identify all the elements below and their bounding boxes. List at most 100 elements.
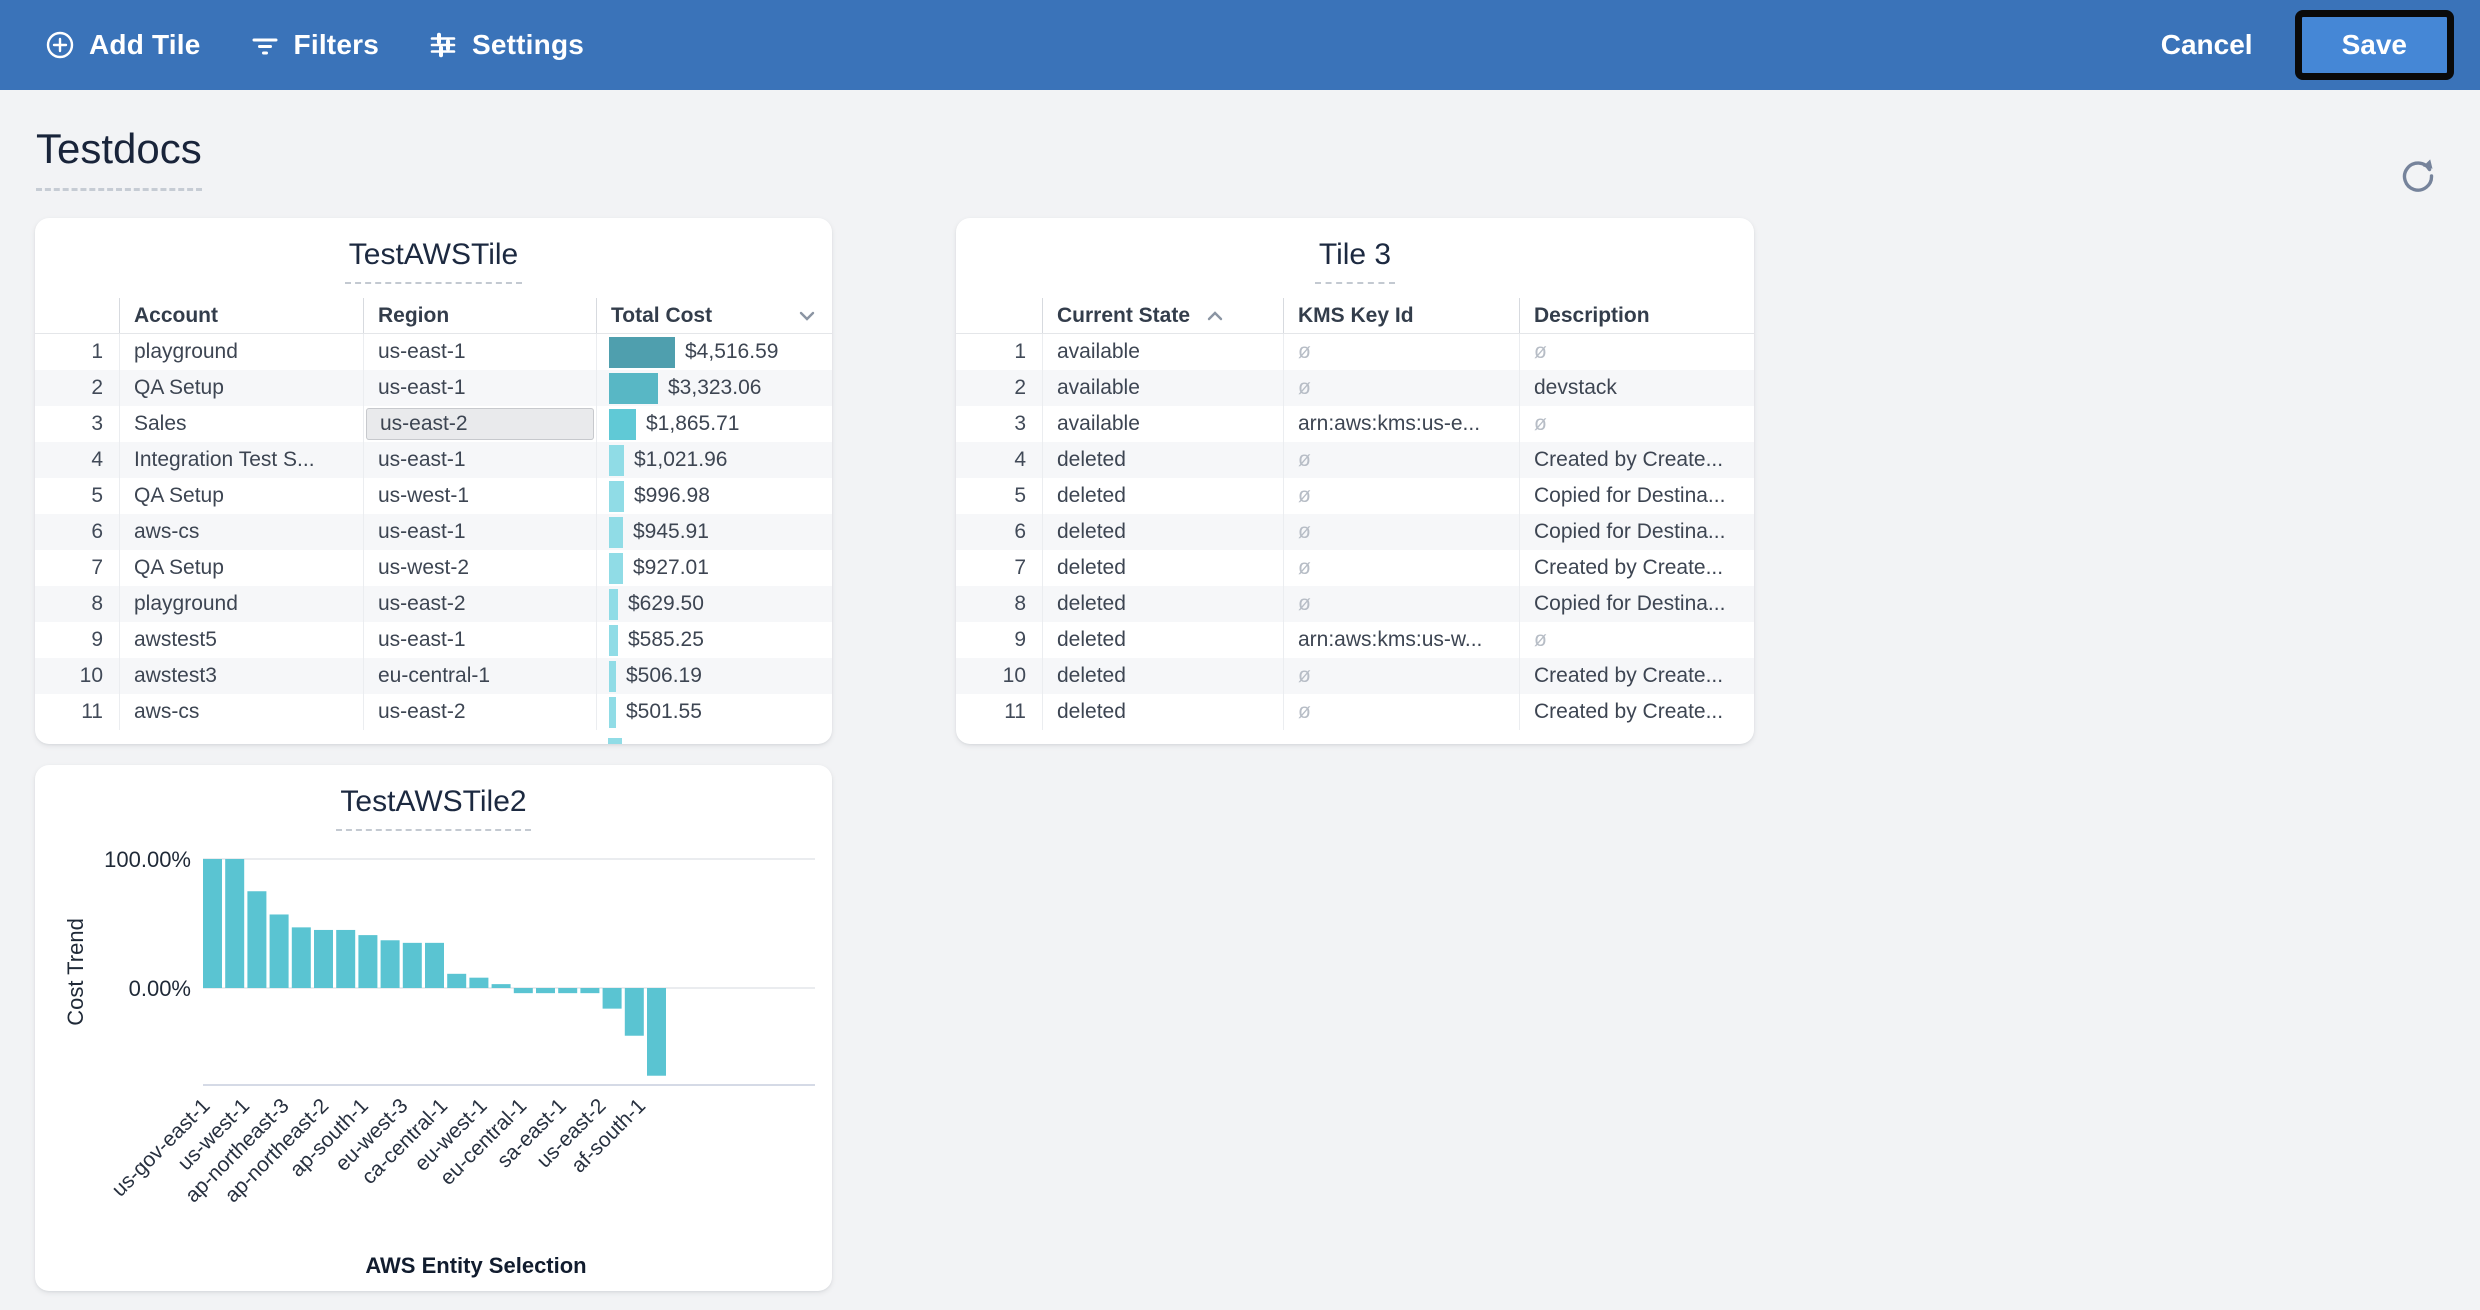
- bar-segment[interactable]: [602, 988, 622, 1009]
- cell-description[interactable]: ø: [1519, 406, 1754, 442]
- table-row[interactable]: 7 deleted ø Created by Create...: [956, 550, 1754, 586]
- bar-segment[interactable]: [291, 927, 311, 988]
- cell-region[interactable]: us-east-2: [363, 586, 596, 622]
- cell-total-cost[interactable]: $1,865.71: [596, 406, 832, 442]
- cell-kms-key-id[interactable]: ø: [1283, 334, 1519, 370]
- cell-total-cost[interactable]: $3,323.06: [596, 370, 832, 406]
- cell-total-cost[interactable]: $4,516.59: [596, 334, 832, 370]
- selected-cell[interactable]: us-east-2: [366, 408, 594, 440]
- cell-total-cost[interactable]: $945.91: [596, 514, 832, 550]
- add-tile-button[interactable]: Add Tile: [44, 29, 201, 61]
- table-row[interactable]: 1 playground us-east-1 $4,516.59: [35, 334, 832, 370]
- cell-account[interactable]: playground: [119, 586, 363, 622]
- cancel-button[interactable]: Cancel: [2160, 29, 2253, 60]
- cell-kms-key-id[interactable]: arn:aws:kms:us-w...: [1283, 622, 1519, 658]
- tile-title[interactable]: Tile 3: [1314, 238, 1396, 284]
- cell-current-state[interactable]: deleted: [1042, 478, 1283, 514]
- cell-region[interactable]: us-east-1: [363, 622, 596, 658]
- cell-current-state[interactable]: deleted: [1042, 586, 1283, 622]
- cell-region[interactable]: us-east-2: [363, 406, 596, 442]
- cell-kms-key-id[interactable]: ø: [1283, 694, 1519, 730]
- bar-segment[interactable]: [269, 914, 289, 988]
- cell-kms-key-id[interactable]: ø: [1283, 442, 1519, 478]
- bar-segment[interactable]: [558, 988, 578, 994]
- table-row[interactable]: 5 deleted ø Copied for Destina...: [956, 478, 1754, 514]
- cell-kms-key-id[interactable]: arn:aws:kms:us-e...: [1283, 406, 1519, 442]
- cell-description[interactable]: Created by Create...: [1519, 694, 1754, 730]
- save-button[interactable]: Save: [2294, 10, 2454, 80]
- table-row[interactable]: 6 aws-cs us-east-1 $945.91: [35, 514, 832, 550]
- cell-total-cost[interactable]: $501.55: [596, 694, 832, 730]
- table-row[interactable]: 5 QA Setup us-west-1 $996.98: [35, 478, 832, 514]
- cell-region[interactable]: us-east-1: [363, 370, 596, 406]
- bar-segment[interactable]: [380, 940, 400, 988]
- table-row[interactable]: 2 QA Setup us-east-1 $3,323.06: [35, 370, 832, 406]
- cell-account[interactable]: Sales: [119, 406, 363, 442]
- cell-account[interactable]: QA Setup: [119, 550, 363, 586]
- cell-total-cost[interactable]: $629.50: [596, 586, 832, 622]
- filters-button[interactable]: Filters: [249, 29, 379, 61]
- bar-segment[interactable]: [402, 942, 422, 988]
- cell-region[interactable]: eu-central-1: [363, 658, 596, 694]
- cell-account[interactable]: Integration Test S...: [119, 442, 363, 478]
- cell-total-cost[interactable]: $927.01: [596, 550, 832, 586]
- cell-current-state[interactable]: available: [1042, 334, 1283, 370]
- cell-region[interactable]: us-east-1: [363, 442, 596, 478]
- cell-kms-key-id[interactable]: ø: [1283, 478, 1519, 514]
- cell-current-state[interactable]: deleted: [1042, 442, 1283, 478]
- column-header-region[interactable]: Region: [363, 298, 596, 333]
- bar-segment[interactable]: [536, 988, 555, 994]
- cell-current-state[interactable]: deleted: [1042, 694, 1283, 730]
- bar-segment[interactable]: [225, 859, 245, 988]
- cell-kms-key-id[interactable]: ø: [1283, 370, 1519, 406]
- cell-total-cost[interactable]: $996.98: [596, 478, 832, 514]
- cell-kms-key-id[interactable]: ø: [1283, 658, 1519, 694]
- cell-description[interactable]: devstack: [1519, 370, 1754, 406]
- cell-current-state[interactable]: deleted: [1042, 622, 1283, 658]
- table-row[interactable]: 8 deleted ø Copied for Destina...: [956, 586, 1754, 622]
- cell-description[interactable]: ø: [1519, 622, 1754, 658]
- bar-segment[interactable]: [513, 988, 533, 994]
- table-row[interactable]: 8 playground us-east-2 $629.50: [35, 586, 832, 622]
- cell-account[interactable]: awstest5: [119, 622, 363, 658]
- column-header-description[interactable]: Description: [1519, 298, 1754, 333]
- table-row[interactable]: 3 Sales us-east-2 $1,865.71: [35, 406, 832, 442]
- settings-button[interactable]: Settings: [427, 29, 584, 61]
- cell-account[interactable]: QA Setup: [119, 478, 363, 514]
- table-row[interactable]: 9 awstest5 us-east-1 $585.25: [35, 622, 832, 658]
- cell-current-state[interactable]: available: [1042, 406, 1283, 442]
- cell-region[interactable]: us-east-2: [363, 694, 596, 730]
- cell-current-state[interactable]: deleted: [1042, 550, 1283, 586]
- cell-account[interactable]: aws-cs: [119, 694, 363, 730]
- table-row[interactable]: 7 QA Setup us-west-2 $927.01: [35, 550, 832, 586]
- cell-region[interactable]: us-west-2: [363, 550, 596, 586]
- cell-region[interactable]: us-east-1: [363, 514, 596, 550]
- cell-account[interactable]: aws-cs: [119, 514, 363, 550]
- tile-title[interactable]: TestAWSTile2: [336, 785, 531, 831]
- cell-description[interactable]: Created by Create...: [1519, 442, 1754, 478]
- bar-segment[interactable]: [447, 973, 467, 988]
- table-row[interactable]: 3 available arn:aws:kms:us-e... ø: [956, 406, 1754, 442]
- cell-description[interactable]: ø: [1519, 334, 1754, 370]
- table-row[interactable]: 11 aws-cs us-east-2 $501.55: [35, 694, 832, 730]
- cell-total-cost[interactable]: $1,021.96: [596, 442, 832, 478]
- table-row[interactable]: 4 deleted ø Created by Create...: [956, 442, 1754, 478]
- cell-current-state[interactable]: available: [1042, 370, 1283, 406]
- cell-account[interactable]: playground: [119, 334, 363, 370]
- cell-kms-key-id[interactable]: ø: [1283, 586, 1519, 622]
- tile-title[interactable]: TestAWSTile: [344, 238, 523, 284]
- bar-segment[interactable]: [358, 935, 378, 988]
- bar-segment[interactable]: [314, 929, 333, 988]
- bar-segment[interactable]: [647, 988, 666, 1076]
- column-header-kms-key-id[interactable]: KMS Key Id: [1283, 298, 1519, 333]
- table-row[interactable]: 10 awstest3 eu-central-1 $506.19: [35, 658, 832, 694]
- table-row[interactable]: 11 deleted ø Created by Create...: [956, 694, 1754, 730]
- cell-description[interactable]: Copied for Destina...: [1519, 478, 1754, 514]
- table-row[interactable]: 10 deleted ø Created by Create...: [956, 658, 1754, 694]
- cell-current-state[interactable]: deleted: [1042, 514, 1283, 550]
- cell-account[interactable]: awstest3: [119, 658, 363, 694]
- cell-region[interactable]: us-east-1: [363, 334, 596, 370]
- cell-description[interactable]: Copied for Destina...: [1519, 586, 1754, 622]
- cell-region[interactable]: us-west-1: [363, 478, 596, 514]
- bar-segment[interactable]: [203, 859, 222, 988]
